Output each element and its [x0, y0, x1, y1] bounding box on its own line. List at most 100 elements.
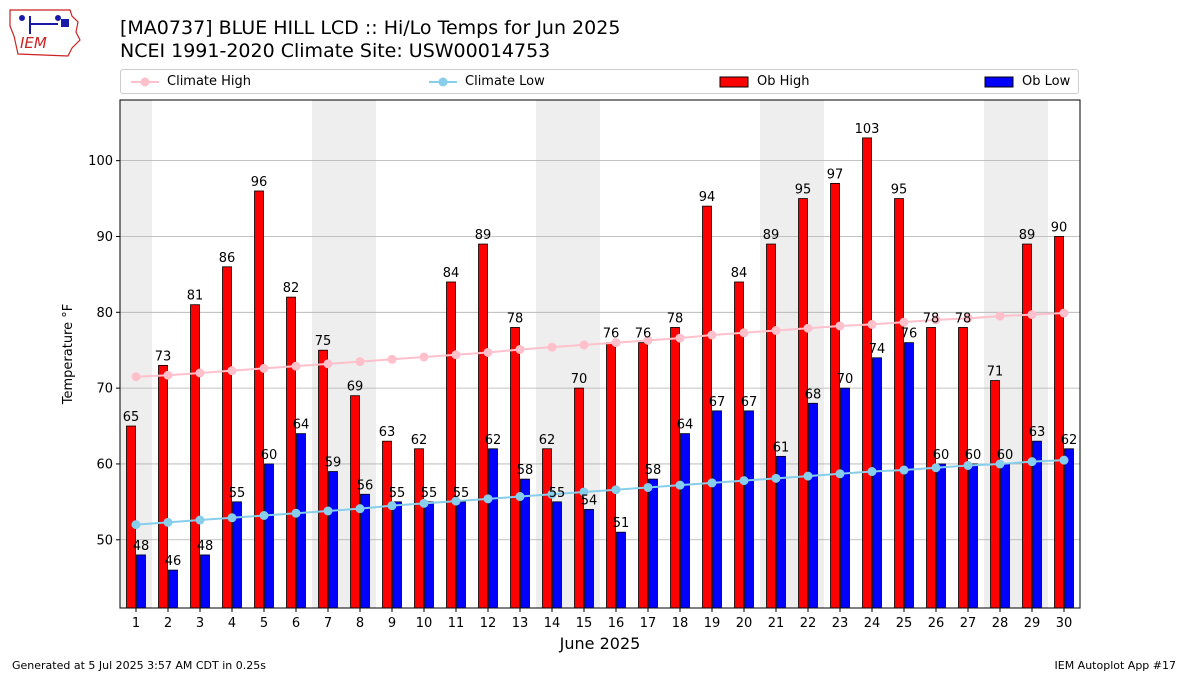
x-tick-label: 28 — [992, 616, 1009, 631]
ob-high-bar — [254, 190, 264, 609]
climate-low-point — [1059, 455, 1069, 465]
ob-high-value-label: 70 — [571, 372, 588, 387]
ob-high-value-label: 86 — [219, 251, 236, 266]
ob-low-bar — [1064, 448, 1074, 609]
ob-high-value-label: 103 — [855, 122, 880, 137]
ob-low-bar — [648, 478, 658, 609]
climate-high-point — [259, 363, 269, 373]
climate-low-point — [131, 520, 141, 530]
ob-low-bar — [264, 463, 274, 609]
ob-high-bar — [478, 243, 488, 609]
iem-logo: IEM — [9, 9, 81, 57]
ob-high-bar — [158, 364, 168, 609]
ob-high-bar — [638, 342, 648, 609]
ob-high-value-label: 78 — [507, 311, 524, 326]
ob-high-value-label: 71 — [987, 365, 1004, 380]
x-tick-label: 3 — [196, 616, 204, 631]
y-axis-label: Temperature °F — [61, 304, 76, 405]
climate-high-point — [835, 321, 845, 331]
ob-low-value-label: 55 — [389, 486, 406, 501]
ob-low-swatch-icon — [984, 76, 1014, 87]
weekend-band — [1016, 100, 1048, 608]
climate-high-point — [899, 317, 909, 327]
ob-low-bar — [616, 531, 626, 609]
ob-high-value-label: 89 — [1019, 228, 1036, 243]
y-tick-label: 70 — [96, 382, 113, 397]
climate-low-point — [867, 467, 877, 477]
climate-low-point — [611, 485, 621, 495]
ob-high-value-label: 84 — [443, 266, 460, 281]
ob-low-value-label: 51 — [613, 516, 630, 531]
x-tick-label: 12 — [480, 616, 497, 631]
ob-low-value-label: 67 — [709, 395, 726, 410]
climate-high-point — [1059, 308, 1069, 318]
climate-high-point — [323, 359, 333, 369]
x-tick-label: 21 — [768, 616, 785, 631]
ob-high-value-label: 84 — [731, 266, 748, 281]
climate-low-point — [803, 471, 813, 481]
x-tick-label: 23 — [832, 616, 849, 631]
legend-label-climate-high: Climate High — [167, 74, 252, 89]
iem-logo-text: IEM — [20, 34, 47, 52]
ob-high-bar — [350, 395, 360, 609]
ob-high-value-label: 95 — [795, 183, 812, 198]
climate-high-point — [451, 350, 461, 360]
climate-low-point — [771, 473, 781, 483]
chart-legend: Climate High Climate Low Ob High Ob Low — [120, 69, 1079, 94]
climate-high-point — [483, 347, 493, 357]
ob-high-bar — [926, 327, 936, 609]
climate-high-point — [387, 354, 397, 364]
iowa-map-outline-icon — [9, 9, 81, 57]
ob-high-bar — [958, 327, 968, 609]
weekend-band — [536, 100, 568, 608]
ob-high-bar — [126, 425, 136, 609]
ob-high-bar — [1054, 236, 1064, 609]
climate-low-point — [515, 492, 525, 502]
ob-high-value-label: 89 — [763, 228, 780, 243]
ob-low-bar — [488, 448, 498, 609]
legend-item-climate-low: Climate Low — [429, 70, 545, 93]
weekend-band — [792, 100, 824, 608]
ob-low-value-label: 70 — [837, 372, 854, 387]
climate-low-point — [291, 508, 301, 518]
ob-low-value-label: 48 — [197, 539, 214, 554]
ob-high-bar — [446, 281, 456, 609]
climate-low-point — [355, 504, 365, 514]
ob-high-value-label: 65 — [123, 410, 140, 425]
climate-high-point — [579, 340, 589, 350]
x-tick-label: 7 — [324, 616, 332, 631]
climate-high-point — [355, 357, 365, 367]
ob-high-bar — [510, 327, 520, 609]
y-tick-label: 80 — [96, 306, 113, 321]
climate-high-point — [995, 311, 1005, 321]
ob-low-bar — [424, 501, 434, 609]
ob-high-bar — [190, 304, 200, 609]
ob-high-value-label: 78 — [667, 311, 684, 326]
climate-low-point — [483, 494, 493, 504]
ob-low-bar — [680, 433, 690, 609]
x-tick-label: 5 — [260, 616, 268, 631]
ob-low-value-label: 55 — [229, 486, 246, 501]
x-tick-label: 27 — [960, 616, 977, 631]
ob-low-value-label: 62 — [1061, 433, 1078, 448]
ob-high-bar — [734, 281, 744, 609]
ob-low-bar — [1032, 440, 1042, 609]
climate-low-point — [419, 498, 429, 508]
ob-low-value-label: 55 — [453, 486, 470, 501]
ob-high-bar — [990, 380, 1000, 609]
ob-low-bar — [392, 501, 402, 609]
x-tick-label: 2 — [164, 616, 172, 631]
ob-high-value-label: 69 — [347, 380, 364, 395]
x-tick-label: 6 — [292, 616, 300, 631]
ob-high-bar — [318, 349, 328, 609]
climate-low-point — [579, 487, 589, 497]
ob-low-bar — [520, 478, 530, 609]
ob-low-value-label: 59 — [325, 456, 342, 471]
ob-high-value-label: 90 — [1051, 220, 1068, 235]
climate-high-point — [195, 368, 205, 378]
ob-high-bar — [862, 137, 872, 609]
ob-high-bar — [542, 448, 552, 609]
climate-low-point — [163, 517, 173, 527]
ob-low-value-label: 56 — [357, 478, 374, 493]
climate-high-point — [643, 335, 653, 345]
